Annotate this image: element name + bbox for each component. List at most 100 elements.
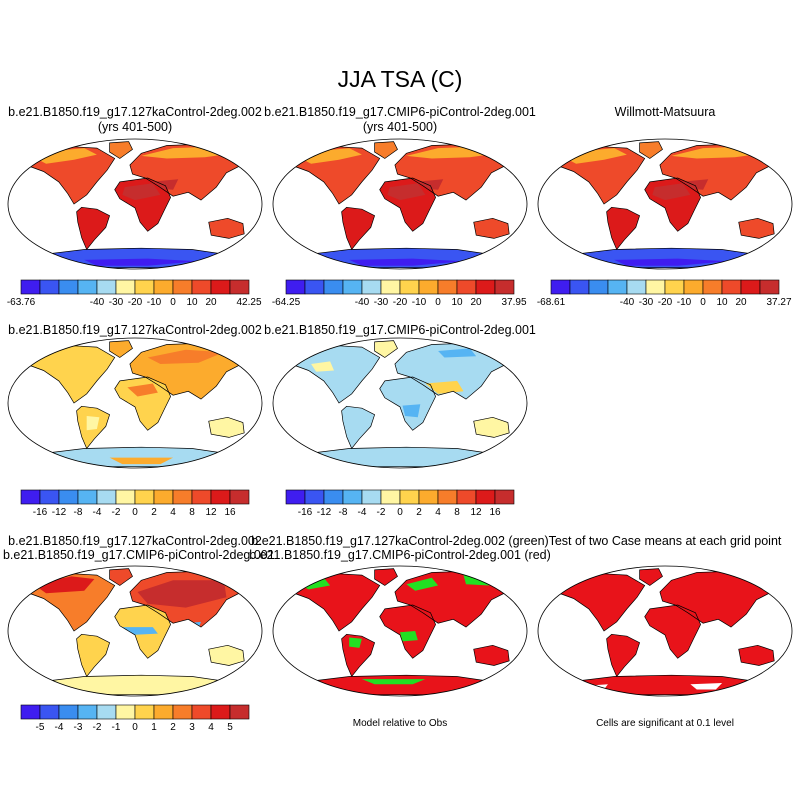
field-patch (349, 258, 464, 266)
colorbar-swatch (39, 489, 60, 505)
field-patch (560, 148, 627, 164)
colorbar-swatch (342, 279, 363, 295)
coastline-south-america (606, 206, 641, 251)
colorbar-tick-label: -1 (112, 722, 121, 733)
panel-significance-test: Test of two Case means at each grid poin… (537, 534, 793, 729)
coastline-africa (379, 376, 436, 431)
colorbar-swatch (77, 279, 98, 295)
colorbar-swatch (96, 704, 117, 720)
colorbar-swatch (172, 279, 193, 295)
colorbar-tick-label: -2 (112, 507, 121, 518)
coastline-north-america (290, 573, 381, 632)
colorbar-tick-label: 4 (435, 507, 441, 518)
colorbar-swatch (759, 279, 780, 295)
coastline-eurasia (394, 143, 510, 201)
colorbar-tick-label: -20 (658, 297, 673, 308)
colorbar-tick-label: 10 (186, 297, 198, 308)
colorbar-swatch (229, 704, 250, 720)
coastline-north-america (25, 345, 116, 404)
field-patch (614, 258, 729, 266)
map-frame (272, 138, 528, 270)
colorbar-tick-label: 0 (132, 507, 138, 518)
land-antarctica (300, 675, 502, 695)
panel-title: (yrs 401-500) (98, 120, 172, 134)
colorbar-swatch (115, 279, 136, 295)
coastline-australia (738, 644, 775, 666)
colorbar-tick-label: 1 (151, 722, 157, 733)
colorbar-tick-label: 0 (170, 297, 176, 308)
land-australia (208, 218, 245, 239)
colorbar-tick-label: -40 (355, 297, 370, 308)
field-patch (438, 348, 477, 358)
colorbar-swatch (418, 279, 439, 295)
coastline-north-america (25, 146, 116, 205)
field-patch (387, 183, 426, 201)
land-greenland (374, 568, 398, 586)
field-patch (311, 361, 334, 372)
colorbar-swatch (134, 489, 155, 505)
figure-title: JJA TSA (C) (338, 66, 463, 92)
panel-title: Test of two Case means at each grid poin… (549, 534, 782, 548)
colorbar-swatch (399, 279, 420, 295)
coastline-eurasia (659, 143, 775, 201)
land-greenland (109, 340, 133, 358)
colorbar-swatch (740, 279, 761, 295)
coastline-greenland (374, 141, 398, 159)
coastline-south-america (341, 206, 376, 251)
colorbar-swatch (702, 279, 723, 295)
colorbar-swatch (607, 279, 628, 295)
colorbar-swatch (380, 489, 401, 505)
coastline-africa (114, 604, 171, 659)
colorbar-swatch (475, 279, 496, 295)
coastline-south-america (606, 633, 641, 678)
land-antarctica (35, 675, 237, 695)
colorbar-swatch (191, 704, 212, 720)
field-patch (127, 383, 158, 397)
colorbar-swatch (323, 489, 344, 505)
colorbar-swatch (191, 279, 212, 295)
land-greenland (374, 141, 398, 159)
panel-note: Cells are significant at 0.1 level (596, 718, 734, 729)
coastline-greenland (639, 568, 663, 586)
colorbar-swatch (456, 279, 477, 295)
coastline-north-america (290, 146, 381, 205)
colorbar-tick-label: -10 (677, 297, 692, 308)
colorbar-swatch (437, 279, 458, 295)
coastline-australia (738, 217, 775, 239)
coastline-australia (473, 416, 510, 438)
panel-title: b.e21.B1850.f19_g17.127kaControl-2deg.00… (8, 534, 262, 548)
land-north-america (25, 345, 115, 403)
coastline-eurasia (129, 143, 245, 201)
colorbar-tick-label: -16 (33, 507, 48, 518)
panel-case1-absolute: b.e21.B1850.f19_g17.127kaControl-2deg.00… (7, 105, 263, 308)
colorbar-swatch (494, 279, 515, 295)
colorbar-swatch (115, 704, 136, 720)
land-australia (738, 218, 775, 239)
colorbar-swatch (134, 704, 155, 720)
colorbar-swatch (380, 279, 401, 295)
land-greenland (374, 340, 398, 358)
land-north-america (290, 345, 380, 403)
colorbar-tick-label: -12 (52, 507, 67, 518)
land-greenland (639, 141, 663, 159)
map-frame (7, 565, 263, 697)
colorbar-swatch (20, 489, 41, 505)
land-greenland (109, 141, 133, 159)
panel-case1-minus-case2: b.e21.B1850.f19_g17.127kaControl-2deg.00… (0, 534, 275, 733)
coastline-greenland (639, 141, 663, 159)
colorbar-swatch (721, 279, 742, 295)
panel-title: b.e21.B1850.f19_g17.127kaControl-2deg.00… (8, 323, 262, 337)
land-south-america (606, 207, 640, 250)
colorbar-swatch (437, 489, 458, 505)
colorbar-tick-label: 37.95 (501, 297, 526, 308)
land-australia (738, 645, 775, 666)
coastline-africa (644, 177, 701, 232)
colorbar-tick-label: 0 (397, 507, 403, 518)
colorbar-tick-label: -12 (317, 507, 332, 518)
colorbar-swatch (550, 279, 571, 295)
coastline-greenland (109, 141, 133, 159)
colorbar-swatch (58, 704, 79, 720)
colorbar-tick-label: 20 (470, 297, 482, 308)
land-south-america (76, 207, 110, 250)
